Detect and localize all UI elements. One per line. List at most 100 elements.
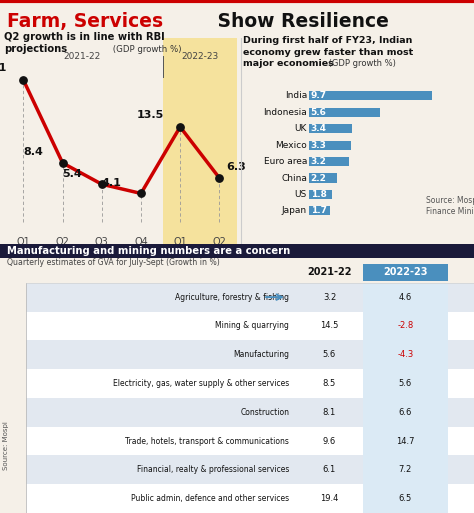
Bar	[0, 244, 474, 259]
Text: Euro area: Euro area	[264, 157, 307, 166]
Text: During first half of FY23, Indian: During first half of FY23, Indian	[243, 36, 412, 45]
Bar	[26, 340, 474, 369]
Text: Q2 growth is in line with RBI: Q2 growth is in line with RBI	[4, 32, 164, 42]
Text: Indonesia: Indonesia	[263, 108, 307, 117]
Bar	[26, 456, 474, 484]
Text: Financial, realty & professional services: Financial, realty & professional service…	[137, 465, 289, 475]
Bar	[363, 311, 448, 340]
Text: 4.6: 4.6	[399, 292, 412, 302]
Bar	[309, 91, 432, 101]
Text: Japan: Japan	[282, 206, 307, 215]
Text: Electricity, gas, water supply & other services: Electricity, gas, water supply & other s…	[113, 379, 289, 388]
Text: 5.6: 5.6	[399, 379, 412, 388]
Text: 3.2: 3.2	[323, 292, 336, 302]
Bar	[26, 398, 474, 427]
Bar	[309, 124, 352, 133]
Text: Farm, Services: Farm, Services	[7, 12, 163, 31]
Bar	[26, 427, 474, 456]
Text: (GDP growth %): (GDP growth %)	[326, 59, 396, 68]
Text: 14.7: 14.7	[396, 437, 415, 445]
Text: -4.3: -4.3	[397, 350, 413, 359]
Text: 3.4: 3.4	[311, 124, 327, 133]
Text: 2.2: 2.2	[311, 173, 327, 183]
Bar	[309, 190, 332, 199]
Bar	[26, 311, 474, 340]
Text: 6.6: 6.6	[399, 408, 412, 417]
Text: Public admin, defence and other services: Public admin, defence and other services	[131, 494, 289, 503]
Text: 6.3: 6.3	[226, 162, 246, 172]
Point	[137, 189, 145, 198]
Text: 1.8: 1.8	[311, 190, 327, 199]
Point	[98, 180, 106, 188]
Bar	[363, 427, 448, 456]
Bar	[363, 369, 448, 398]
Text: 5.4: 5.4	[63, 169, 82, 179]
Bar	[309, 141, 351, 150]
Text: Q2: Q2	[56, 236, 70, 247]
Point	[216, 174, 223, 182]
Bar	[26, 369, 474, 398]
Bar	[163, 38, 237, 244]
Bar	[363, 484, 448, 513]
Bar	[26, 283, 474, 311]
Text: 2021-22: 2021-22	[307, 267, 352, 277]
Text: Quarterly estimates of GVA for July-Sept (Growth in %): Quarterly estimates of GVA for July-Sept…	[7, 258, 220, 267]
Bar	[363, 456, 448, 484]
Bar	[363, 283, 448, 311]
Text: 7.2: 7.2	[399, 465, 412, 475]
Text: 20.1: 20.1	[0, 63, 7, 73]
Bar	[26, 484, 474, 513]
Bar	[309, 206, 330, 215]
Text: Show Resilience: Show Resilience	[211, 12, 389, 31]
Point	[176, 123, 184, 131]
Text: 1.7: 1.7	[311, 206, 327, 215]
Text: 19.4: 19.4	[320, 494, 338, 503]
Bar	[363, 398, 448, 427]
Text: Q4: Q4	[134, 236, 148, 247]
Text: US: US	[295, 190, 307, 199]
Point	[20, 76, 27, 84]
Text: China: China	[281, 173, 307, 183]
Text: 2022-23: 2022-23	[383, 267, 428, 277]
Text: Q1: Q1	[17, 236, 30, 247]
Text: Mexico: Mexico	[275, 141, 307, 150]
Text: 5.6: 5.6	[311, 108, 327, 117]
Text: (GDP growth %): (GDP growth %)	[109, 45, 181, 54]
Text: 3.3: 3.3	[311, 141, 327, 150]
Text: Construction: Construction	[240, 408, 289, 417]
Text: Manufacturing: Manufacturing	[233, 350, 289, 359]
Text: 9.7: 9.7	[311, 91, 327, 101]
Text: -2.8: -2.8	[397, 322, 413, 330]
Text: Q1: Q1	[173, 236, 187, 247]
Text: major economies: major economies	[243, 59, 334, 68]
Text: Agriculture, forestry & fishing: Agriculture, forestry & fishing	[175, 292, 289, 302]
Text: Mining & quarrying: Mining & quarrying	[215, 322, 289, 330]
Text: Trade, hotels, transport & communications: Trade, hotels, transport & communication…	[125, 437, 289, 445]
Text: 9.6: 9.6	[323, 437, 336, 445]
Bar	[309, 173, 337, 183]
Text: 2021-22: 2021-22	[64, 52, 101, 61]
Text: economy grew faster than most: economy grew faster than most	[243, 48, 413, 56]
Text: 14.5: 14.5	[320, 322, 338, 330]
Text: 8.1: 8.1	[323, 408, 336, 417]
Bar	[363, 264, 448, 282]
Text: Manufacturing and mining numbers are a concern: Manufacturing and mining numbers are a c…	[7, 246, 291, 256]
Bar	[309, 157, 349, 166]
Text: 5.6: 5.6	[323, 350, 336, 359]
Text: Source: Mospi: Source: Mospi	[3, 421, 9, 470]
Text: 3.2: 3.2	[311, 157, 327, 166]
Text: 8.5: 8.5	[323, 379, 336, 388]
Bar	[363, 340, 448, 369]
Text: UK: UK	[294, 124, 307, 133]
Text: India: India	[285, 91, 307, 101]
Text: Source: Mospi,
Finance Ministry: Source: Mospi, Finance Ministry	[426, 195, 474, 216]
Text: 2022-23: 2022-23	[181, 52, 219, 61]
Text: 13.5: 13.5	[136, 110, 164, 120]
Text: 4.1: 4.1	[101, 178, 121, 188]
Text: Q3: Q3	[95, 236, 109, 247]
Text: 8.4: 8.4	[23, 147, 43, 157]
Text: 6.1: 6.1	[323, 465, 336, 475]
Bar	[309, 108, 380, 117]
Text: 6.5: 6.5	[399, 494, 412, 503]
Text: projections: projections	[4, 44, 67, 54]
